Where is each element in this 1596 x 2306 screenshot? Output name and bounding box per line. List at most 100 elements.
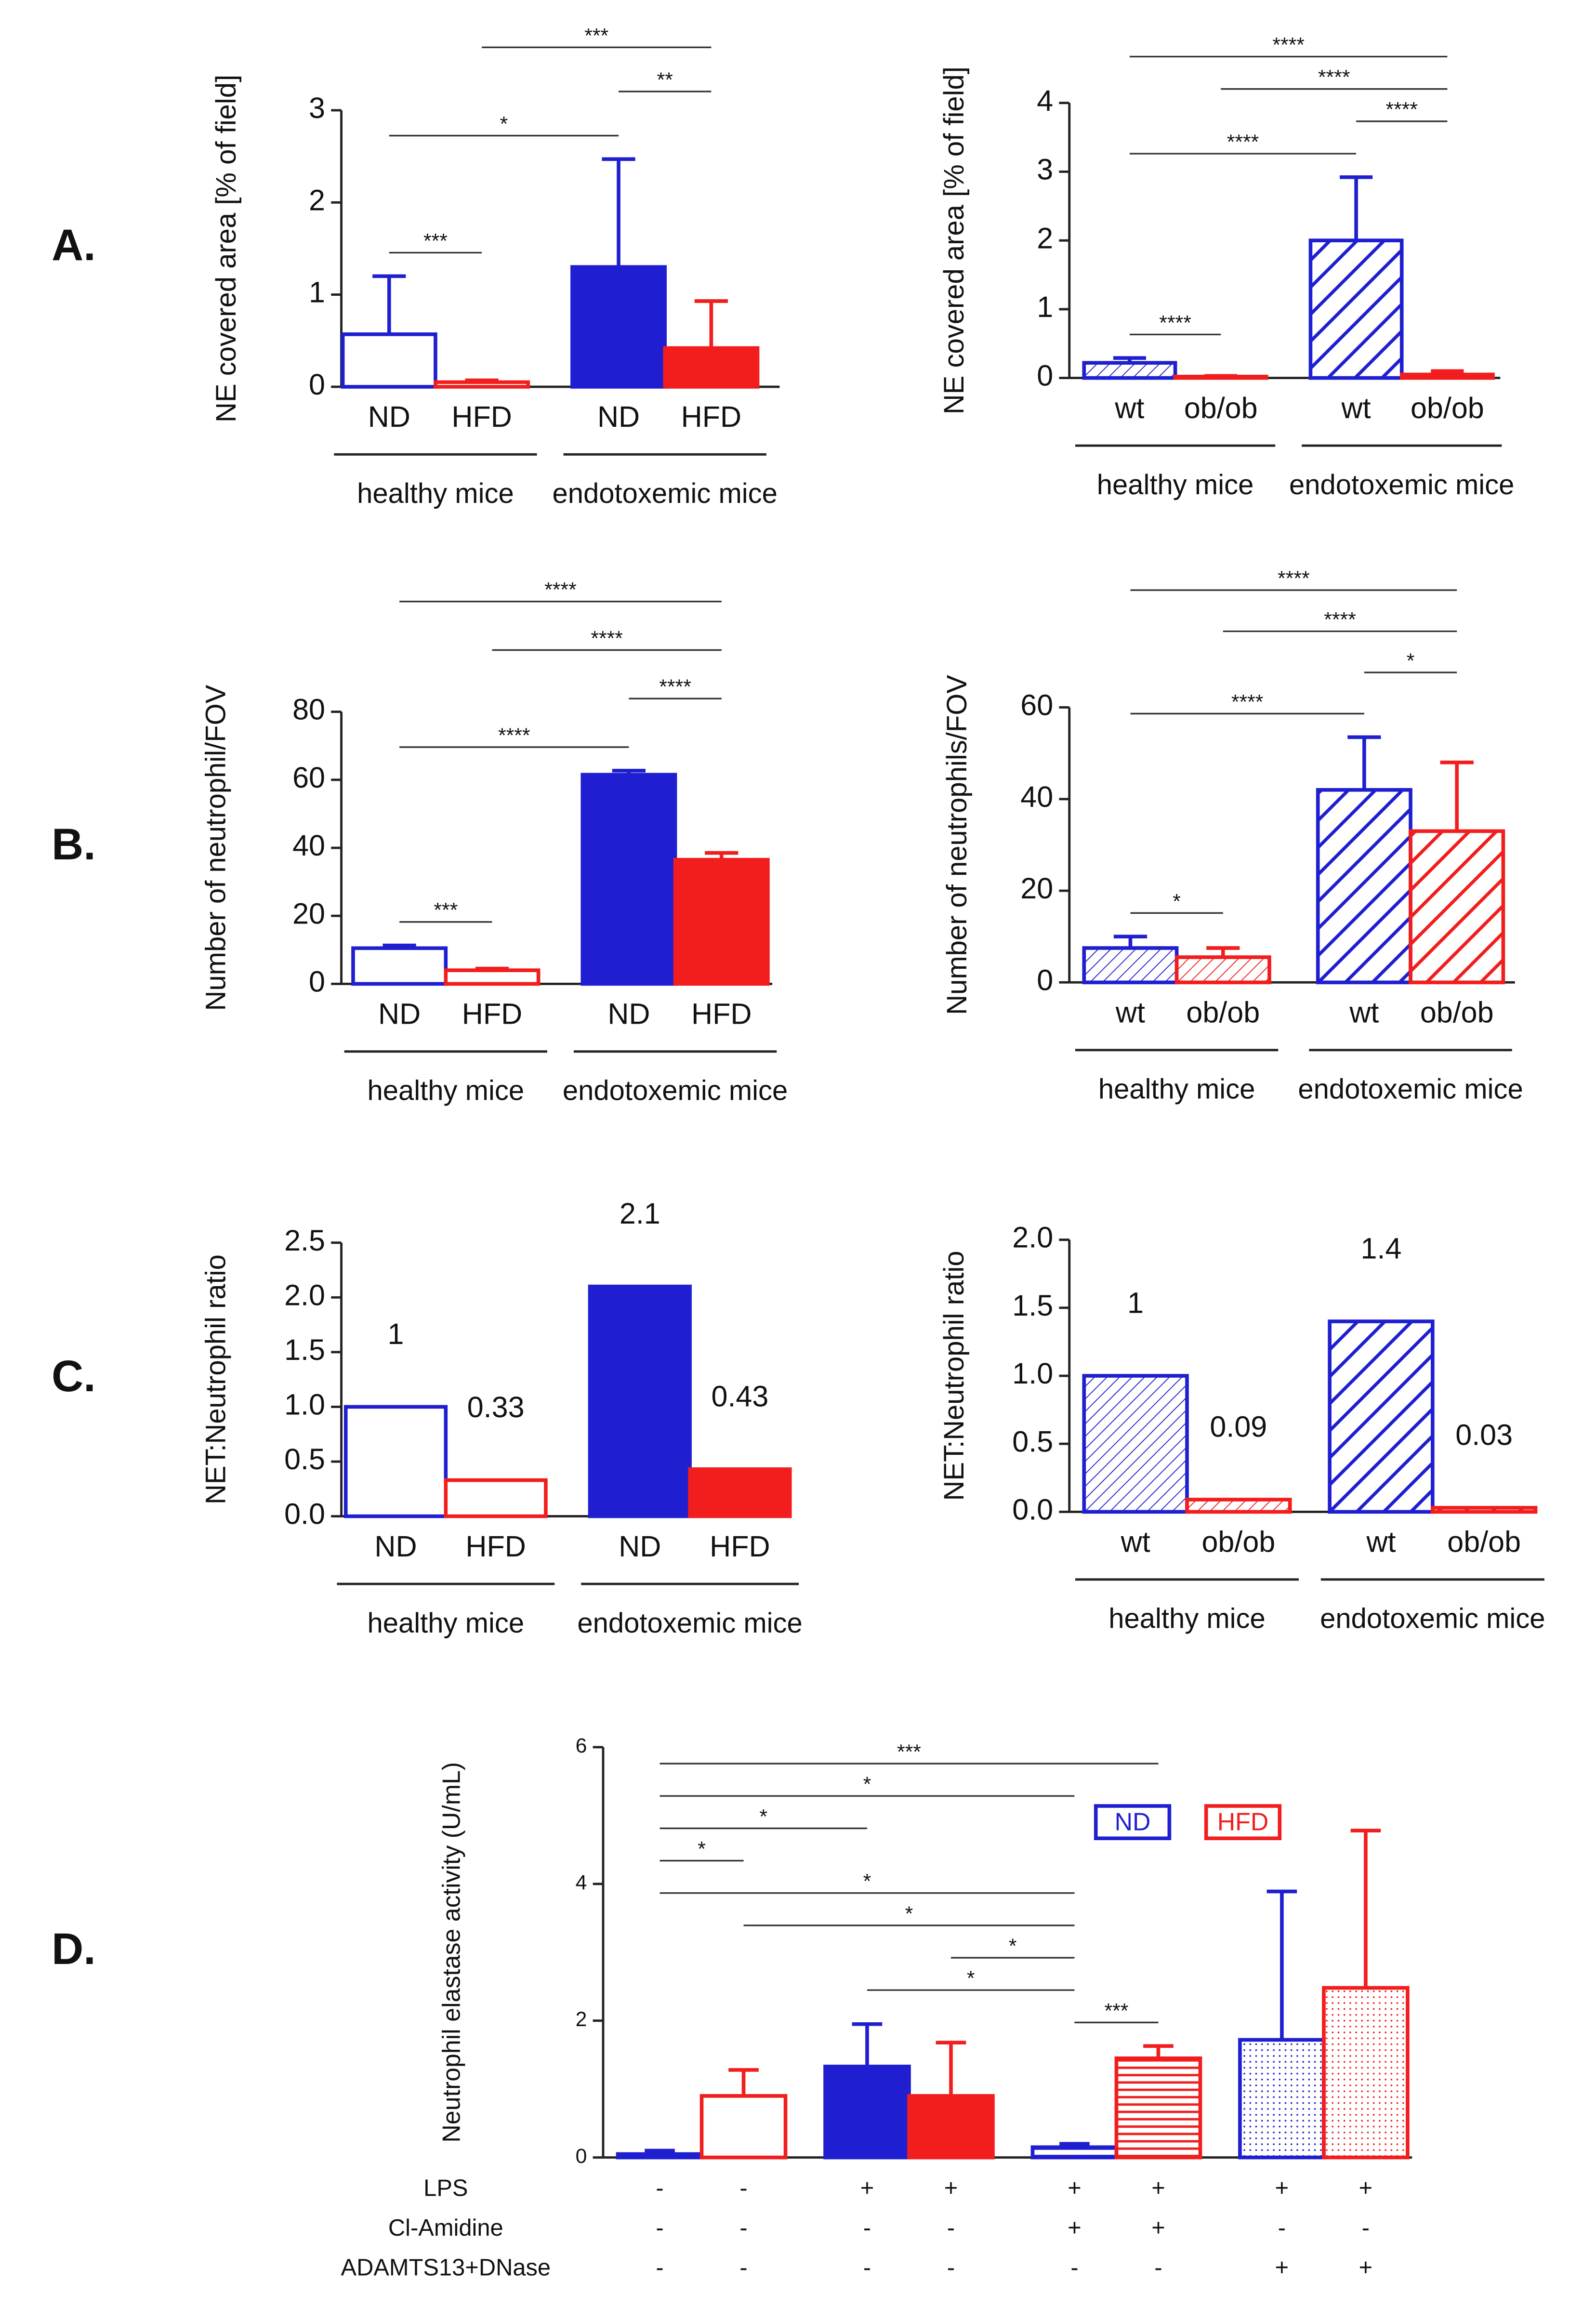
row-sign: -: [739, 2175, 747, 2201]
legend-box: [1204, 1804, 1282, 1840]
error-bar: [465, 378, 499, 382]
row-label: LPS: [423, 2175, 468, 2201]
y-tick-label: 60: [1020, 689, 1053, 722]
bar: [673, 857, 770, 986]
x-tick-label: ob/ob: [1411, 392, 1484, 424]
error-bar: [1113, 356, 1147, 363]
group-label: endotoxemic mice: [1298, 1074, 1523, 1105]
error-bar: [383, 943, 416, 949]
bar: [1082, 1374, 1189, 1514]
y-axis-label: NE covered area [% of field]: [938, 66, 970, 414]
significance-label: ****: [1324, 608, 1356, 631]
y-tick-label: 0: [309, 368, 325, 401]
y-tick-label: 1: [1037, 290, 1053, 323]
error-bar: [1113, 935, 1148, 948]
significance-label: ****: [1272, 33, 1305, 56]
group-label: healthy mice: [1108, 1603, 1266, 1634]
x-tick-label: ND: [368, 400, 410, 433]
bar: [616, 2152, 704, 2160]
legend-box: [1094, 1804, 1172, 1840]
bar: [1082, 361, 1177, 380]
x-tick-label: wt: [1121, 1526, 1150, 1558]
row-sign: -: [739, 2215, 747, 2241]
error-bar: [602, 157, 635, 267]
significance-label: *: [863, 1870, 871, 1893]
row-sign: +: [1151, 2215, 1165, 2241]
error-bar: [645, 2148, 675, 2154]
y-tick-label: 0: [1037, 359, 1053, 392]
value-label: 0.43: [711, 1380, 768, 1412]
y-tick-label: 3: [1037, 153, 1053, 186]
error-bar: [728, 2068, 759, 2096]
group-label: healthy mice: [368, 1075, 525, 1107]
row-sign: +: [1068, 2175, 1082, 2201]
group-label: healthy mice: [368, 1608, 525, 1639]
bar: [1328, 1319, 1435, 1514]
y-tick-label: 1: [309, 276, 325, 309]
x-tick-label: ND: [607, 998, 650, 1030]
panel-label: C.: [52, 1352, 96, 1401]
value-label: 0.03: [1455, 1419, 1513, 1451]
bar: [699, 2094, 788, 2160]
x-tick-label: HFD: [465, 1530, 526, 1563]
bar: [1185, 1498, 1292, 1514]
y-tick-label: 1.0: [284, 1388, 325, 1421]
row-sign: -: [656, 2255, 663, 2281]
error-bar: [475, 966, 509, 971]
error-bar: [1206, 946, 1240, 958]
bar: [907, 2094, 995, 2160]
x-tick-label: ND: [619, 1530, 661, 1563]
row-sign: -: [947, 2255, 955, 2281]
y-axis-label: Number of neutrophils/FOV: [941, 675, 973, 1015]
y-tick-label: 2.0: [284, 1278, 325, 1311]
significance-label: ****: [1385, 98, 1418, 121]
x-tick-label: ob/ob: [1201, 1526, 1275, 1558]
row-sign: +: [1068, 2215, 1082, 2241]
y-axis-label: NET:Neutrophil ratio: [938, 1251, 970, 1501]
x-tick-label: wt: [1115, 996, 1145, 1029]
significance-label: *: [759, 1805, 767, 1828]
y-tick-label: 60: [292, 761, 325, 794]
error-bar: [1340, 175, 1373, 241]
y-axis-label: NE covered area [% of field]: [211, 75, 242, 422]
significance-label: **: [657, 68, 673, 92]
row-sign: -: [656, 2175, 663, 2201]
legend-label: ND: [1115, 1807, 1151, 1835]
x-tick-label: HFD: [681, 400, 741, 433]
group-label: healthy mice: [1097, 469, 1254, 501]
bar: [688, 1467, 792, 1518]
significance-label: ***: [897, 1740, 921, 1764]
bar: [1174, 955, 1271, 985]
value-label: 0.09: [1210, 1410, 1267, 1443]
significance-label: ****: [1278, 567, 1310, 590]
group-label: endotoxemic mice: [577, 1608, 802, 1639]
y-tick-label: 2.0: [1012, 1221, 1053, 1254]
error-bar: [852, 2022, 883, 2067]
y-tick-label: 0: [309, 965, 325, 998]
group-label: healthy mice: [1098, 1074, 1255, 1105]
y-tick-label: 1.0: [1012, 1357, 1053, 1390]
bar: [1322, 1986, 1410, 2160]
significance-label: ****: [544, 579, 577, 602]
row-sign: +: [1151, 2175, 1165, 2201]
significance-label: ***: [584, 24, 608, 47]
error-bar: [1347, 735, 1381, 790]
x-tick-label: ND: [374, 1530, 417, 1563]
y-tick-label: 0.0: [284, 1498, 325, 1530]
error-bar: [705, 851, 739, 860]
x-tick-label: HFD: [710, 1530, 770, 1563]
y-tick-label: 1.5: [1012, 1289, 1053, 1322]
value-label: 1: [1127, 1287, 1144, 1319]
y-tick-label: 20: [292, 897, 325, 930]
y-tick-label: 40: [292, 829, 325, 862]
x-tick-label: ND: [378, 998, 421, 1030]
bar: [341, 332, 437, 389]
bar: [1308, 238, 1404, 380]
group-label: endotoxemic mice: [1289, 469, 1514, 501]
y-tick-label: 40: [1020, 780, 1053, 813]
bar: [1030, 2145, 1119, 2160]
significance-label: ****: [591, 627, 623, 650]
row-sign: -: [739, 2255, 747, 2281]
y-tick-label: 6: [576, 1734, 587, 1757]
value-label: 2.1: [620, 1197, 660, 1230]
